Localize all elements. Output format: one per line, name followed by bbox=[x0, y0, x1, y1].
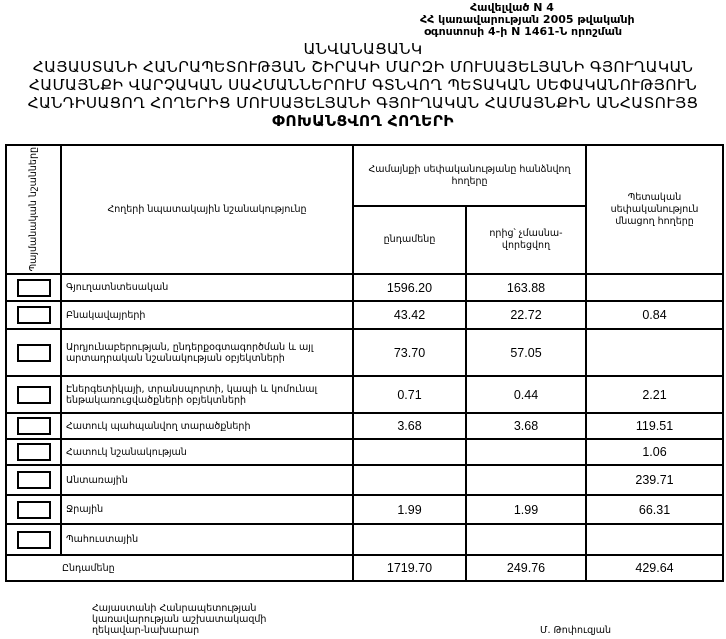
land-purpose: Հատուկ պահպանվող տարածքների bbox=[60, 412, 354, 440]
community-of-which: 163.88 bbox=[464, 273, 588, 302]
community-total: 0.71 bbox=[352, 375, 467, 414]
total-row: Ընդամենը 1719.70 249.76 429.64 bbox=[5, 554, 725, 582]
land-purpose: Ջրային bbox=[60, 494, 354, 525]
community-total: 1596.20 bbox=[352, 273, 467, 302]
state-remaining: 119.51 bbox=[585, 412, 725, 440]
total-state: 429.64 bbox=[585, 554, 725, 582]
land-purpose: Անտառային bbox=[60, 464, 354, 496]
header-community: Համայնքի սեփականությանը հանձնվող հողերը bbox=[351, 144, 588, 207]
state-remaining: 2.21 bbox=[585, 375, 725, 414]
header-state: Պետական սեփականություն մնացող հողերը bbox=[585, 144, 725, 275]
signatory-position: Հայաստանի Հանրապետության կառավարության ա… bbox=[92, 603, 266, 636]
legend-box-icon bbox=[16, 306, 51, 324]
community-of-which: 1.99 bbox=[464, 494, 588, 525]
signatory-name: Մ. Թոփուզյան bbox=[540, 625, 612, 636]
community-of-which: 0.44 bbox=[464, 375, 588, 414]
community-total: 43.42 bbox=[352, 300, 467, 330]
annex-note: Հավելված N 4 ՀՀ կառավարության 2005 թվակա… bbox=[420, 2, 635, 38]
community-of-which bbox=[464, 523, 588, 556]
land-purpose: Գյուղատնտեսական bbox=[60, 273, 354, 302]
land-purpose: Պահուստային bbox=[60, 523, 354, 556]
annex-number: Հավելված N 4 bbox=[470, 1, 554, 14]
community-total: 73.70 bbox=[352, 328, 467, 377]
table-row: Էներգետիկայի, տրանսպորտի, կապի և կոմունա… bbox=[5, 375, 725, 414]
state-remaining: 239.71 bbox=[585, 464, 725, 496]
community-of-which: 3.68 bbox=[464, 412, 588, 440]
symbol-cell bbox=[5, 464, 62, 496]
table-row: Գյուղատնտեսական 1596.20 163.88 bbox=[5, 273, 725, 302]
position-line: ղեկավար-նախարար bbox=[92, 625, 200, 636]
total-total: 1719.70 bbox=[352, 554, 467, 582]
land-purpose: Հատուկ նշանակության bbox=[60, 438, 354, 466]
community-total: 1.99 bbox=[352, 494, 467, 525]
total-of-which: 249.76 bbox=[464, 554, 588, 582]
legend-box-icon bbox=[16, 471, 51, 489]
land-purpose: Արդյունաբերության, ընդերքօգտագործման և ա… bbox=[60, 328, 354, 377]
title-line: ՀԱՅԱՍՏԱՆԻ ՀԱՆՐԱՊԵՏՈՒԹՅԱՆ ՇԻՐԱԿԻ ՄԱՐԶԻ ՄՈ… bbox=[32, 58, 694, 76]
position-line: Հայաստանի Հանրապետության bbox=[92, 603, 257, 614]
symbol-cell bbox=[5, 375, 62, 414]
state-remaining: 66.31 bbox=[585, 494, 725, 525]
header-of-which: որից՝ չմասնա-վորեցվող bbox=[464, 205, 588, 275]
annex-date: օգոստոսի 4-ի N 1461-Ն որոշման bbox=[424, 25, 623, 38]
state-remaining: 0.84 bbox=[585, 300, 725, 330]
symbol-cell bbox=[5, 328, 62, 377]
legend-box-icon bbox=[16, 343, 51, 362]
header-symbols-text: Պայմանական նշանները bbox=[27, 147, 39, 272]
table-row: Ջրային 1.99 1.99 66.31 bbox=[5, 494, 725, 525]
table-row: Հատուկ պահպանվող տարածքների 3.68 3.68 11… bbox=[5, 412, 725, 440]
land-table: Պայմանական նշանները Հողերի նպատակային նշ… bbox=[5, 144, 725, 582]
land-purpose: Էներգետիկայի, տրանսպորտի, կապի և կոմունա… bbox=[60, 375, 354, 414]
legend-box-icon bbox=[16, 500, 51, 519]
symbol-cell bbox=[5, 412, 62, 440]
title-line: ՀԱՆԴԻՍԱՑՈՂ ՀՈՂԵՐԻՑ ՄՈՒՍԱՅԵԼՅԱՆԻ ԳՅՈՒՂԱԿԱ… bbox=[27, 94, 699, 112]
position-line: կառավարության աշխատակազմի bbox=[92, 614, 267, 625]
symbol-cell bbox=[5, 523, 62, 556]
table-row: Անտառային 239.71 bbox=[5, 464, 725, 496]
community-total bbox=[352, 523, 467, 556]
symbol-cell bbox=[5, 494, 62, 525]
community-total bbox=[352, 438, 467, 466]
header-total: ընդամենը bbox=[352, 205, 467, 275]
table-row: Պահուստային bbox=[5, 523, 725, 556]
title-line: ՓՈԽԱՆՑՎՈՂ ՀՈՂԵՐԻ bbox=[272, 112, 454, 130]
legend-box-icon bbox=[16, 417, 51, 435]
state-remaining bbox=[585, 328, 725, 377]
community-of-which: 57.05 bbox=[464, 328, 588, 377]
community-of-which bbox=[464, 438, 588, 466]
symbol-cell bbox=[5, 438, 62, 466]
table-row: Արդյունաբերության, ընդերքօգտագործման և ա… bbox=[5, 328, 725, 377]
header-purpose: Հողերի նպատակային նշանակությունը bbox=[60, 144, 354, 275]
annex-decision: ՀՀ կառավարության 2005 թվականի bbox=[420, 13, 635, 26]
community-of-which bbox=[464, 464, 588, 496]
table-row: Բնակավայրերի 43.42 22.72 0.84 bbox=[5, 300, 725, 330]
land-purpose: Բնակավայրերի bbox=[60, 300, 354, 330]
symbol-cell bbox=[5, 300, 62, 330]
community-total bbox=[352, 464, 467, 496]
state-remaining bbox=[585, 273, 725, 302]
legend-box-icon bbox=[16, 443, 51, 461]
table-row: Հատուկ նշանակության 1.06 bbox=[5, 438, 725, 466]
total-label: Ընդամենը bbox=[5, 554, 354, 582]
state-remaining bbox=[585, 523, 725, 556]
title-line: ՀԱՄԱՅՆՔԻ ՎԱՐՉԱԿԱՆ ՍԱՀՄԱՆՆԵՐՈՒՄ ԳՏՆՎՈՂ ՊԵ… bbox=[28, 76, 698, 94]
legend-box-icon bbox=[16, 530, 51, 549]
document-title: ԱՆՎԱՆԱՑԱՆԿ ՀԱՅԱՍՏԱՆԻ ՀԱՆՐԱՊԵՏՈՒԹՅԱՆ ՇԻՐԱ… bbox=[0, 40, 726, 130]
community-total: 3.68 bbox=[352, 412, 467, 440]
symbol-cell bbox=[5, 273, 62, 302]
header-symbols: Պայմանական նշանները bbox=[5, 144, 62, 275]
legend-box-icon bbox=[16, 278, 51, 297]
state-remaining: 1.06 bbox=[585, 438, 725, 466]
title-line: ԱՆՎԱՆԱՑԱՆԿ bbox=[303, 40, 423, 58]
community-of-which: 22.72 bbox=[464, 300, 588, 330]
legend-box-icon bbox=[16, 385, 51, 404]
